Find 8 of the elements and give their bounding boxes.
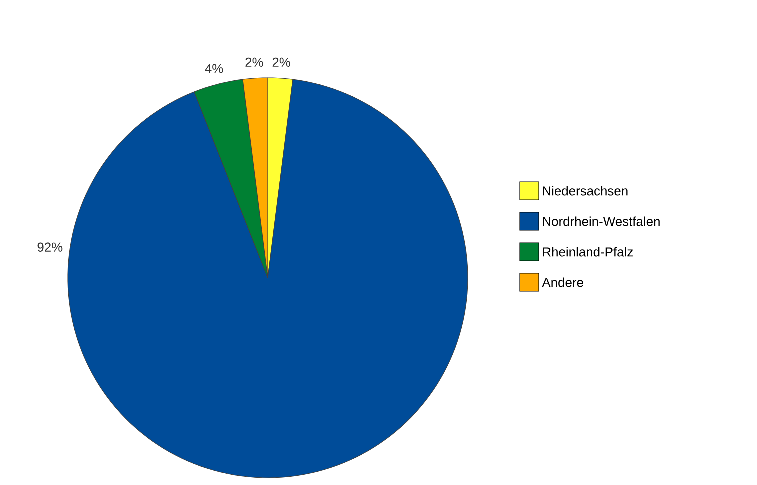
data-label: 92% xyxy=(38,242,63,252)
data-label: 2% xyxy=(272,58,290,67)
legend-label: Nordrhein-Westfalen xyxy=(543,216,660,226)
data-label: 2% xyxy=(246,58,264,67)
legend-label: Andere xyxy=(542,278,584,288)
legend-label: Rheinland-Pfalz xyxy=(543,247,633,257)
legend-label: Niedersachsen xyxy=(543,186,628,196)
data-label: 4% xyxy=(205,64,224,74)
